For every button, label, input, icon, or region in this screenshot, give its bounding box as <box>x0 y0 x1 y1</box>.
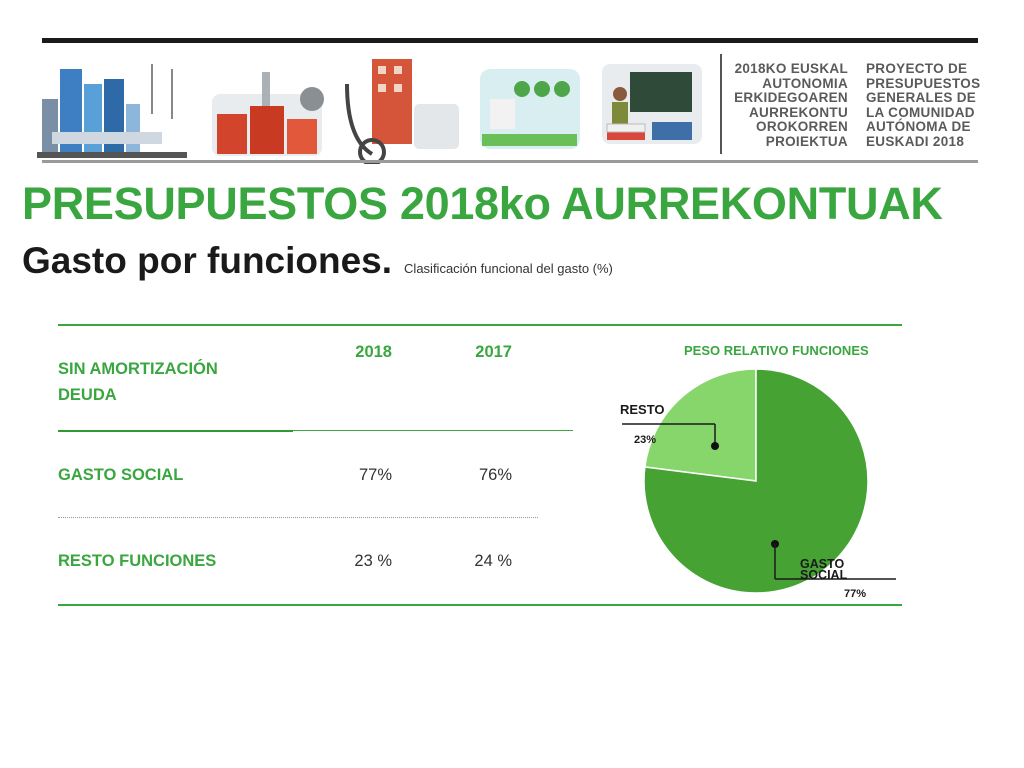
pie-chart: RESTO 23% GASTO SOCIAL 77% <box>620 368 896 600</box>
banner-text-basque: 2018KO EUSKAL AUTONOMIA ERKIDEGOAREN AUR… <box>734 61 848 149</box>
banner-eu-line: OROKORREN <box>756 119 848 134</box>
city-icon <box>37 64 187 158</box>
banner-divider <box>720 54 722 154</box>
pie-annotations: RESTO 23% GASTO SOCIAL 77% <box>620 402 896 600</box>
page-title: PRESUPUESTOS 2018ko AURREKONTUAK <box>22 178 943 229</box>
slice-value-resto: 23% <box>634 434 656 446</box>
row-label-resto-funciones: RESTO FUNCIONES <box>58 552 217 570</box>
banner-eu-line: AUTONOMIA <box>762 75 848 91</box>
pie-slice-gasto-social <box>643 368 869 594</box>
row-value-gasto-social-2018: 77% <box>358 466 392 484</box>
subtitle-note: Clasificación funcional del gasto (%) <box>404 261 613 276</box>
banner-bottom-rule <box>42 160 978 163</box>
banner-eu-line: 2018KO EUSKAL <box>734 61 848 76</box>
pie-slices <box>643 368 869 594</box>
header-label-line: DEUDA <box>58 386 117 404</box>
header-label-line: SIN AMORTIZACIÓN <box>58 360 218 378</box>
banner-illustration <box>37 59 702 164</box>
table-header-rule-light <box>293 430 573 431</box>
row-label-gasto-social: GASTO SOCIAL <box>58 466 184 484</box>
slice-label-gasto-social: GASTO SOCIAL <box>800 557 848 582</box>
slice-value-gasto-social: 77% <box>844 588 866 600</box>
row-value-gasto-social-2017: 76% <box>478 466 512 484</box>
health-icon <box>345 59 459 164</box>
banner-es-line: GENERALES DE <box>866 90 977 105</box>
chart-title: PESO RELATIVO FUNCIONES <box>684 343 869 358</box>
banner-es-line: LA COMUNIDAD <box>866 104 975 120</box>
park-icon <box>480 69 580 149</box>
pie-slice-resto <box>644 368 757 482</box>
table-row-separator <box>58 517 538 518</box>
banner-top-rule <box>42 38 978 43</box>
banner-eu-line: AURREKONTU <box>749 104 848 120</box>
banner-text-spanish: PROYECTO DE PRESUPUESTOS GENERALES DE LA… <box>866 61 996 149</box>
factory-icon <box>212 72 324 156</box>
banner-es-line: AUTÓNOMA DE <box>866 119 971 134</box>
table-top-rule <box>58 324 902 326</box>
resto-leader-dot <box>711 442 719 450</box>
slice-label-resto: RESTO <box>620 402 665 417</box>
table-header-label: SIN AMORTIZACIÓN DEUDA <box>58 356 278 408</box>
column-header-2017: 2017 <box>475 343 512 361</box>
banner-es-line: EUSKADI 2018 <box>866 133 965 149</box>
banner-eu-line: ERKIDEGOAREN <box>734 90 848 105</box>
table-header-rule <box>58 430 293 432</box>
banner-eu-line: PROIEKTUA <box>765 133 848 149</box>
education-icon <box>602 64 702 144</box>
row-value-resto-2017: 24 % <box>474 552 512 570</box>
banner-es-line: PRESUPUESTOS <box>866 75 981 91</box>
subtitle-block: Gasto por funciones. Clasificación funcio… <box>22 240 613 282</box>
subtitle: Gasto por funciones. <box>22 240 393 281</box>
row-value-resto-2018: 23 % <box>354 552 392 570</box>
column-header-2018: 2018 <box>355 343 392 361</box>
banner-es-line: PROYECTO DE <box>866 61 968 76</box>
table-bottom-rule <box>58 604 902 606</box>
